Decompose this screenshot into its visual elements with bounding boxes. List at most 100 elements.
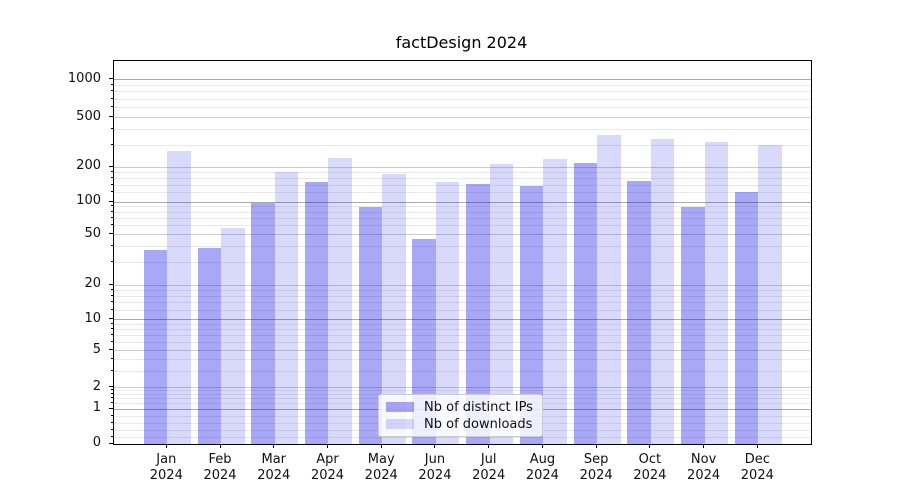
minor-gridline <box>114 218 811 220</box>
x-tick-label-oct: Oct 2024 <box>622 452 678 484</box>
bar-distinct-ips-apr <box>304 181 329 444</box>
x-tick-jun <box>434 444 436 448</box>
y-minor-tick <box>110 392 113 394</box>
bar-downloads-may <box>382 173 406 444</box>
bar-distinct-ips-jul <box>466 184 490 444</box>
minor-gridline <box>114 171 811 173</box>
x-tick-label-line: 2024 <box>633 468 667 483</box>
y-minor-tick <box>110 106 113 107</box>
legend-label-downloads: Nb of downloads <box>424 416 533 432</box>
y-tick-2 <box>109 386 113 387</box>
bar-downloads-apr <box>328 158 352 444</box>
minor-gridline <box>114 84 811 86</box>
legend-swatch-downloads <box>386 419 414 429</box>
legend-swatch-distinct-ips <box>386 402 414 412</box>
y-tick-1000 <box>109 78 113 79</box>
minor-gridline <box>114 295 811 297</box>
gridline-y-10 <box>114 319 811 320</box>
y-tick-label-100: 100 <box>76 193 101 208</box>
y-tick-1 <box>109 407 113 409</box>
y-tick-label-500: 500 <box>76 108 101 124</box>
y-minor-tick <box>110 401 113 403</box>
bar-distinct-ips-sep <box>573 163 598 444</box>
y-minor-tick <box>110 414 113 416</box>
bar-distinct-ips-oct <box>627 180 651 444</box>
x-tick-label-dec: Dec 2024 <box>729 452 785 484</box>
y-minor-tick <box>110 191 113 193</box>
gridline-y-200 <box>114 166 811 168</box>
x-tick-label-line: 2024 <box>257 468 291 483</box>
y-minor-tick <box>110 176 113 178</box>
minor-gridline <box>114 98 811 100</box>
y-tick-100 <box>109 200 113 202</box>
y-tick-50 <box>109 233 113 234</box>
bar-distinct-ips-nov <box>681 206 705 444</box>
bar-distinct-ips-aug <box>519 186 544 444</box>
x-tick-jan <box>165 444 167 448</box>
y-minor-tick <box>110 170 113 172</box>
y-tick-5 <box>109 349 113 350</box>
x-tick-label-may: May 2024 <box>353 452 409 484</box>
x-tick-label-jun: Jun 2024 <box>407 452 463 484</box>
x-tick-label-line: 2024 <box>203 468 237 483</box>
x-tick-feb <box>219 444 221 448</box>
y-minor-tick <box>110 183 113 185</box>
x-tick-label-line: 2024 <box>418 468 452 483</box>
bar-distinct-ips-dec <box>734 191 759 444</box>
y-minor-tick <box>110 261 113 263</box>
minor-gridline <box>114 436 811 438</box>
y-tick-label-2: 2 <box>92 378 101 394</box>
y-minor-tick <box>110 322 113 324</box>
y-minor-tick <box>110 435 113 437</box>
y-tick-label-10: 10 <box>84 310 101 326</box>
minor-gridline <box>114 262 811 264</box>
y-minor-tick <box>110 294 113 296</box>
legend-item-downloads: Nb of downloads <box>386 416 534 432</box>
gridline-y-100 <box>114 201 811 203</box>
bar-downloads-nov <box>704 142 729 444</box>
bar-downloads-oct <box>650 138 675 444</box>
y-minor-tick <box>110 205 113 207</box>
x-tick-label-line: 2024 <box>149 468 183 483</box>
x-tick-jul <box>488 444 490 448</box>
x-tick-may <box>380 444 382 448</box>
minor-gridline <box>114 341 811 343</box>
x-tick-mar <box>273 444 275 448</box>
x-tick-label-line: Apr <box>316 452 339 467</box>
y-tick-label-0: 0 <box>92 435 101 450</box>
y-tick-label-20: 20 <box>84 276 101 291</box>
minor-gridline <box>114 323 811 325</box>
y-minor-tick <box>110 217 113 219</box>
minor-gridline <box>114 192 811 194</box>
x-tick-label-nov: Nov 2024 <box>676 452 732 484</box>
x-tick-label-line: Sep <box>583 452 609 467</box>
y-minor-tick <box>110 288 113 290</box>
x-tick-label-line: 2024 <box>740 468 774 483</box>
minor-gridline <box>114 177 811 179</box>
x-tick-label-line: 2024 <box>472 468 506 483</box>
y-tick-label-200: 200 <box>76 158 101 173</box>
minor-gridline <box>114 390 811 392</box>
plot-area <box>113 60 812 445</box>
x-tick-aug <box>541 444 543 448</box>
x-tick-label-line: Dec <box>744 452 770 467</box>
y-tick-label-5: 5 <box>92 341 101 357</box>
y-minor-tick <box>110 308 113 310</box>
y-minor-tick <box>110 358 113 359</box>
minor-gridline <box>114 302 811 304</box>
bar-downloads-dec <box>758 145 782 444</box>
x-tick-label-feb: Feb 2024 <box>192 452 248 484</box>
minor-gridline <box>114 289 811 291</box>
x-tick-label-line: Jun <box>424 452 446 467</box>
bar-downloads-feb <box>221 227 245 444</box>
y-tick-20 <box>109 283 113 285</box>
y-minor-tick <box>110 369 113 371</box>
gridline-y-20 <box>114 284 811 286</box>
x-tick-label-line: Jul <box>480 452 497 467</box>
x-tick-label-line: Aug <box>529 452 556 467</box>
gridline-y-500 <box>114 117 811 118</box>
x-tick-nov <box>703 444 705 448</box>
minor-gridline <box>114 184 811 186</box>
minor-gridline <box>114 206 811 208</box>
